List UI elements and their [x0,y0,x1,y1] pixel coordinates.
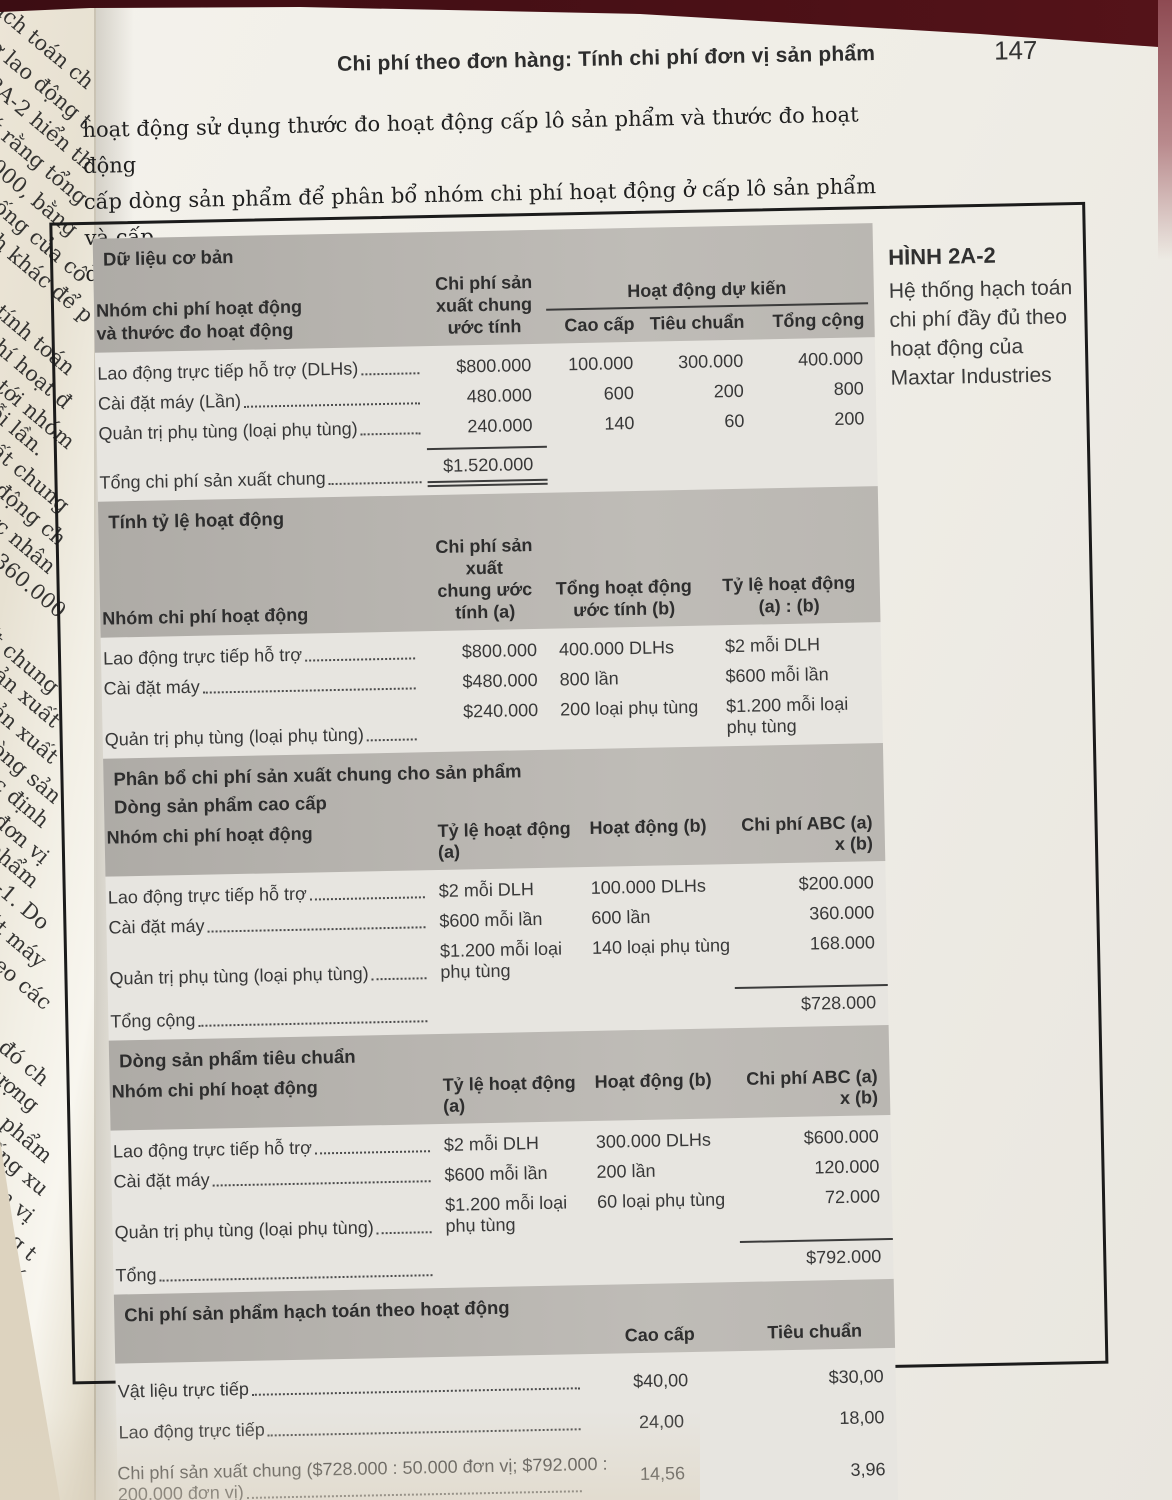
dotted-leader [198,1020,428,1027]
dotted-leader [360,432,421,436]
col-header-expected-activity: Hoạt động dự kiến Cao cấp Tiêu chuẩn Tổn… [544,276,875,337]
dotted-leader [202,687,416,694]
dotted-leader [305,657,416,662]
dotted-leader [159,1274,433,1282]
col-header-standard: Tiêu chuẩn [767,1320,863,1343]
page-number: 147 [993,34,1038,66]
col-header-premium: Cao cấp [564,313,635,336]
col-header-pool: Nhóm chi phí hoạt động và thước đo hoạt … [95,296,303,344]
figure-caption: HÌNH 2A-2 Hệ thống hạch toán chi phí đầy… [888,241,1086,393]
col-subheaders: Cao cấp Tiêu chuẩn Tổng cộng [544,309,874,337]
col-header-total: Tổng cộng [772,309,865,332]
dotted-leader [371,977,427,981]
backdrop-bottom-shade [0,1410,700,1500]
figure-caption-text: Hệ thống hạch toán chi phí đầy đủ theo h… [888,276,1073,390]
dotted-leader [244,402,421,408]
col-header-overhead-cost: Chi phí sản xuất chung ước tính [434,271,533,338]
figure-2a-2: HÌNH 2A-2 Hệ thống hạch toán chi phí đầy… [49,201,1109,1500]
col-header-standard: Tiêu chuẩn [649,311,745,334]
dotted-leader [361,372,420,376]
dotted-leader [328,481,422,486]
section-allocation-premium-body: Lao động trực tiếp hỗ trợ $2 mỗi DLH 100… [105,861,889,1041]
section-basic-data-body: Lao động trực tiếp hỗ trợ (DLHs) $800.00… [95,337,878,502]
section-allocation-premium-header: Phân bổ chi phí sản xuất chung cho sản p… [103,743,886,877]
col-header-premium: Cao cấp [624,1323,695,1346]
column-header-row: Nhóm chi phí hoạt động và thước đo hoạt … [93,258,874,346]
dotted-leader [376,1231,432,1235]
section-activity-rates-body: Lao động trực tiếp hỗ trợ $800.000 400.0… [101,622,883,759]
abc-cost-table: Dữ liệu cơ bản Nhóm chi phí hoạt động và… [92,223,900,1500]
section-allocation-standard-header: Dòng sản phẩm tiêu chuẩn Nhóm chi phí ho… [108,1024,891,1131]
dotted-leader [207,926,426,933]
section-allocation-standard-body: Lao động trực tiếp hỗ trợ $2 mỗi DLH 300… [111,1115,894,1295]
dotted-leader [212,1180,431,1187]
figure-caption-id: HÌNH 2A-2 [887,242,996,270]
backdrop-right-edge [1158,0,1172,260]
dotted-leader [366,738,417,742]
dotted-leader [314,1150,431,1155]
section-activity-rates-header: Tính tỷ lệ hoạt động Nhóm chi phí hoạt đ… [97,486,881,638]
column-header-row: Nhóm chi phí hoạt động Chi phí sản xuất c… [102,535,856,629]
dotted-leader [309,896,425,901]
running-header-title: Chi phí theo đơn hàng: Tính chi phí đơn … [336,42,876,76]
section-basic-data-header: Dữ liệu cơ bản Nhóm chi phí hoạt động và… [92,223,875,353]
